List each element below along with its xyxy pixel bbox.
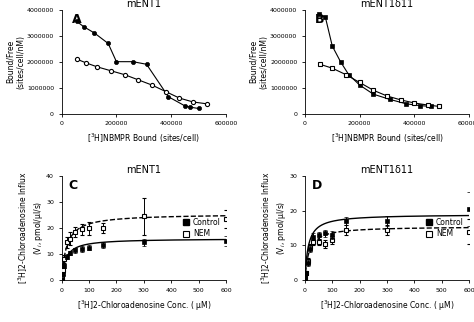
Title: mENT1δ11: mENT1δ11 bbox=[361, 165, 414, 175]
X-axis label: [$^{3}$H]NBMPR Bound (sites/cell): [$^{3}$H]NBMPR Bound (sites/cell) bbox=[87, 132, 200, 145]
Text: B: B bbox=[315, 13, 324, 26]
Title: mENT1δ11: mENT1δ11 bbox=[361, 0, 414, 9]
Title: mENT1: mENT1 bbox=[126, 165, 161, 175]
X-axis label: [$^{3}$H]2-Chloroadenosine Conc. ( μM): [$^{3}$H]2-Chloroadenosine Conc. ( μM) bbox=[76, 298, 211, 313]
Legend: Control, NEM: Control, NEM bbox=[182, 216, 222, 240]
X-axis label: [$^{3}$H]2-Chloroadenosine Conc. ( μM): [$^{3}$H]2-Chloroadenosine Conc. ( μM) bbox=[320, 298, 455, 313]
Text: C: C bbox=[68, 179, 77, 192]
Y-axis label: Bound/Free
(sites/cell/nM): Bound/Free (sites/cell/nM) bbox=[249, 35, 269, 89]
Title: mENT1: mENT1 bbox=[126, 0, 161, 9]
X-axis label: [$^{3}$H]NBMPR Bound (sites/cell): [$^{3}$H]NBMPR Bound (sites/cell) bbox=[331, 132, 444, 145]
Y-axis label: [$^{3}$H]2-Chloroadenosine Influx
(V$_i$, pmol/μl/s): [$^{3}$H]2-Chloroadenosine Influx (V$_i$… bbox=[260, 172, 288, 284]
Text: A: A bbox=[72, 13, 81, 26]
Text: D: D bbox=[311, 179, 322, 192]
Y-axis label: [$^{3}$H]2-Chloroadenosine Influx
(V$_i$, pmol/μl/s): [$^{3}$H]2-Chloroadenosine Influx (V$_i$… bbox=[17, 172, 45, 284]
Legend: Control, NEM: Control, NEM bbox=[425, 216, 465, 240]
Y-axis label: Bound/Free
(sites/cell/nM): Bound/Free (sites/cell/nM) bbox=[6, 35, 25, 89]
